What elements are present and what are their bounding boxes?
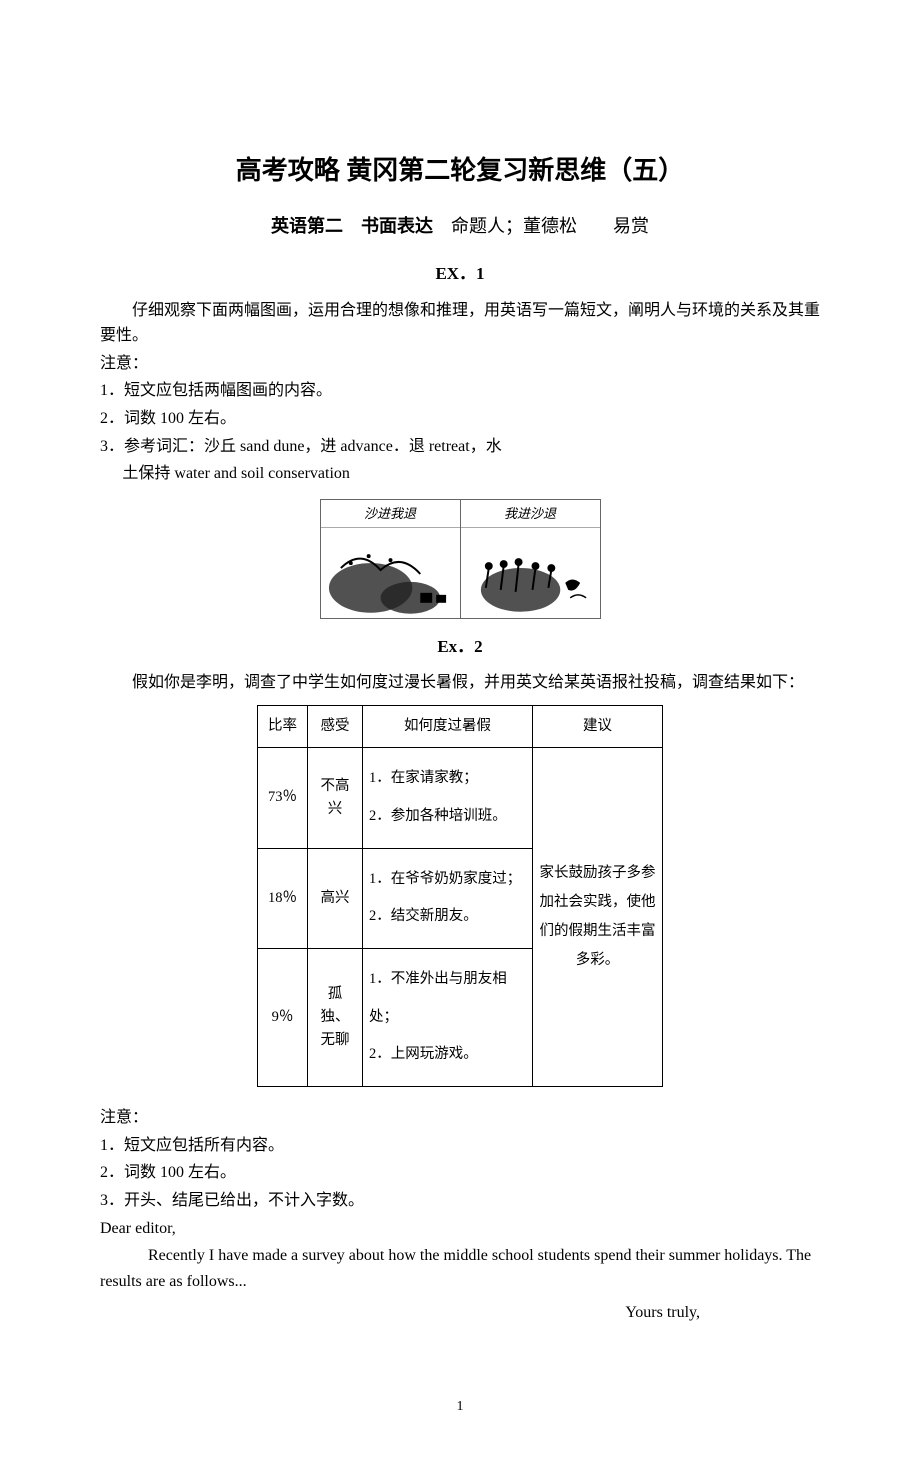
figure-caption-left: 沙进我退: [321, 500, 460, 528]
survey-table-wrap: 比率 感受 如何度过暑假 建议 73％ 不高兴 1．在家请家教； 2．参加各种培…: [100, 705, 820, 1087]
th-rate: 比率: [258, 706, 308, 748]
how-1-0: 1．在爷爷奶奶家度过；: [369, 861, 526, 899]
sub-title-bold: 英语第二 书面表达: [271, 216, 433, 236]
figure-image-right: [461, 528, 600, 618]
ex1-note3a: 3．参考词汇：沙丘 sand dune，进 advance．退 retreat，…: [100, 434, 820, 460]
th-suggestion: 建议: [533, 706, 663, 748]
figure-image-left: [321, 528, 460, 618]
cell-how-0: 1．在家请家教； 2．参加各种培训班。: [363, 748, 533, 848]
table-header-row: 比率 感受 如何度过暑假 建议: [258, 706, 663, 748]
how-2-1: 2．上网玩游戏。: [369, 1036, 526, 1074]
cell-rate-0: 73％: [258, 748, 308, 848]
ex2-note1: 1．短文应包括所有内容。: [100, 1133, 820, 1159]
sub-title: 英语第二 书面表达 命题人；董德松 易赏: [100, 212, 820, 241]
figure-table: 沙进我退 我进沙退: [320, 499, 601, 619]
survey-table: 比率 感受 如何度过暑假 建议 73％ 不高兴 1．在家请家教； 2．参加各种培…: [257, 705, 663, 1087]
ex2-notice-label: 注意：: [100, 1105, 820, 1131]
letter-closing: Yours truly,: [100, 1300, 820, 1326]
ex1-intro: 仔细观察下面两幅图画，运用合理的想像和推理，用英语写一篇短文，阐明人与环境的关系…: [100, 298, 820, 349]
th-feel: 感受: [308, 706, 363, 748]
sand-advance-icon: [321, 528, 460, 618]
how-2-0: 1．不准外出与朋友相处；: [369, 961, 526, 1036]
how-1-1: 2．结交新朋友。: [369, 898, 526, 936]
figure-caption-right: 我进沙退: [461, 500, 600, 528]
letter-body: Recently I have made a survey about how …: [100, 1243, 820, 1294]
ex1-note1: 1．短文应包括两幅图画的内容。: [100, 378, 820, 404]
cell-suggestion: 家长鼓励孩子多参加社会实践，使他们的假期生活丰富多彩。: [533, 748, 663, 1087]
sub-title-rest: 命题人；董德松 易赏: [433, 216, 649, 236]
ex1-figure: 沙进我退 我进沙退: [100, 499, 820, 619]
how-0-0: 1．在家请家教；: [369, 760, 526, 798]
cell-how-1: 1．在爷爷奶奶家度过； 2．结交新朋友。: [363, 848, 533, 948]
ex2-note2: 2．词数 100 左右。: [100, 1160, 820, 1186]
letter-salutation: Dear editor,: [100, 1216, 820, 1242]
cell-feel-2: 孤独、无聊: [308, 949, 363, 1087]
ex2-intro: 假如你是李明，调查了中学生如何度过漫长暑假，并用英文给某英语报社投稿，调查结果如…: [100, 670, 820, 696]
cell-feel-1: 高兴: [308, 848, 363, 948]
ex2-header: Ex．2: [100, 633, 820, 660]
ex1-note2: 2．词数 100 左右。: [100, 406, 820, 432]
ex1-notice-label: 注意：: [100, 351, 820, 377]
cell-rate-2: 9％: [258, 949, 308, 1087]
main-title: 高考攻略 黄冈第二轮复习新思维（五）: [100, 150, 820, 192]
cell-feel-0: 不高兴: [308, 748, 363, 848]
how-0-1: 2．参加各种培训班。: [369, 798, 526, 836]
ex1-header: EX．1: [100, 260, 820, 287]
cell-rate-1: 18％: [258, 848, 308, 948]
page-number: 1: [100, 1396, 820, 1418]
sand-retreat-icon: [461, 528, 600, 618]
cell-how-2: 1．不准外出与朋友相处； 2．上网玩游戏。: [363, 949, 533, 1087]
ex2-note3: 3．开头、结尾已给出，不计入字数。: [100, 1188, 820, 1214]
table-row: 73％ 不高兴 1．在家请家教； 2．参加各种培训班。 家长鼓励孩子多参加社会实…: [258, 748, 663, 848]
ex1-note3b: 土保持 water and soil conservation: [100, 461, 820, 487]
th-how: 如何度过暑假: [363, 706, 533, 748]
